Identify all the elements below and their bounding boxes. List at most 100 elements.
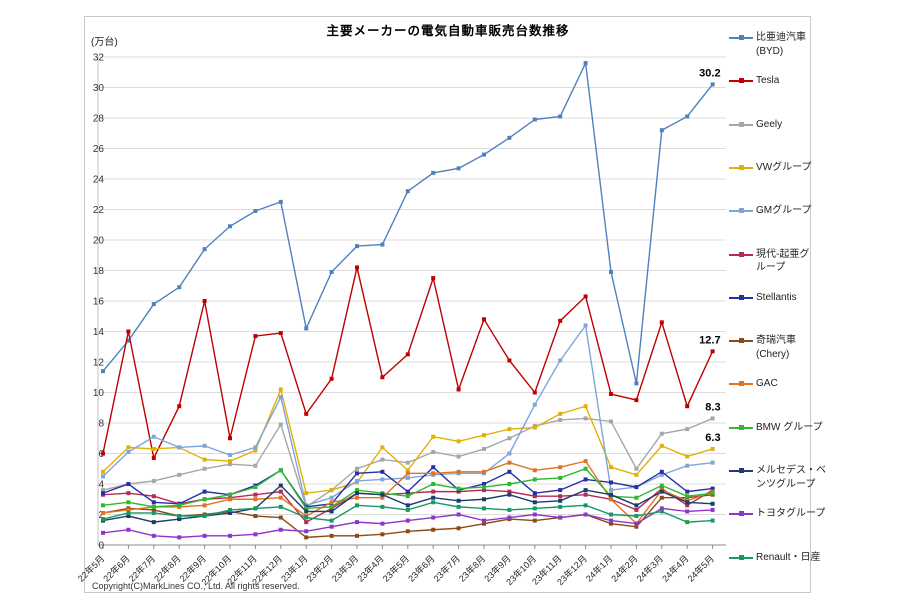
data-point bbox=[634, 507, 639, 512]
data-point bbox=[685, 503, 690, 508]
chart-title: 主要メーカーの電気自動車販売台数推移 bbox=[326, 24, 570, 38]
data-point bbox=[507, 451, 512, 456]
data-point bbox=[431, 500, 436, 505]
data-point bbox=[228, 436, 232, 441]
data-point bbox=[456, 439, 461, 444]
data-point bbox=[405, 507, 410, 512]
data-point bbox=[431, 434, 436, 439]
data-point bbox=[456, 166, 461, 171]
svg-text:18: 18 bbox=[93, 266, 105, 277]
svg-text:24年4月: 24年4月 bbox=[659, 553, 690, 584]
svg-text:32: 32 bbox=[93, 53, 105, 64]
data-point bbox=[278, 387, 283, 392]
data-point bbox=[659, 469, 664, 474]
data-point bbox=[355, 244, 359, 249]
data-point bbox=[405, 529, 410, 534]
data-point bbox=[634, 521, 639, 526]
data-point bbox=[355, 533, 359, 538]
svg-text:14: 14 bbox=[93, 327, 105, 338]
data-point bbox=[532, 512, 537, 517]
data-point bbox=[253, 532, 258, 537]
data-point bbox=[634, 524, 639, 529]
data-point bbox=[558, 494, 563, 499]
svg-text:20: 20 bbox=[93, 236, 105, 247]
svg-text:24: 24 bbox=[93, 175, 105, 186]
data-point bbox=[482, 433, 486, 438]
data-point bbox=[380, 504, 385, 509]
data-point bbox=[126, 491, 131, 496]
data-point bbox=[558, 358, 563, 363]
svg-text:23年5月: 23年5月 bbox=[380, 553, 411, 584]
data-point bbox=[583, 404, 588, 409]
data-point bbox=[151, 507, 156, 512]
data-point bbox=[431, 471, 436, 476]
data-point bbox=[532, 518, 537, 523]
svg-text:22: 22 bbox=[93, 205, 105, 216]
data-point bbox=[405, 518, 410, 523]
series-Geely: 8.3 bbox=[101, 401, 721, 509]
data-point bbox=[151, 533, 156, 538]
data-point bbox=[202, 503, 207, 508]
data-point bbox=[126, 329, 131, 334]
svg-text:23年7月: 23年7月 bbox=[431, 553, 462, 584]
data-point bbox=[583, 512, 588, 517]
data-point bbox=[126, 514, 131, 519]
data-point bbox=[202, 533, 207, 538]
data-point bbox=[482, 506, 486, 511]
data-point bbox=[151, 494, 156, 499]
data-point bbox=[304, 506, 309, 511]
data-point bbox=[532, 117, 537, 122]
data-point bbox=[304, 520, 309, 525]
data-point bbox=[177, 404, 182, 409]
data-point bbox=[329, 376, 334, 381]
data-point bbox=[659, 509, 664, 514]
data-point bbox=[405, 189, 410, 194]
data-point bbox=[126, 500, 131, 505]
data-point bbox=[609, 488, 613, 493]
data-point bbox=[126, 445, 131, 450]
data-point bbox=[558, 488, 563, 493]
data-point bbox=[304, 326, 309, 331]
data-point bbox=[634, 503, 639, 508]
svg-text:24年1月: 24年1月 bbox=[583, 553, 614, 584]
data-point bbox=[482, 485, 486, 490]
data-point bbox=[456, 526, 461, 531]
data-point bbox=[228, 459, 232, 464]
data-point bbox=[253, 445, 258, 450]
data-point bbox=[177, 445, 182, 450]
data-point bbox=[101, 451, 105, 456]
data-point bbox=[710, 507, 715, 512]
data-point bbox=[482, 482, 486, 486]
data-point bbox=[456, 486, 461, 491]
data-point bbox=[355, 488, 359, 493]
data-point bbox=[609, 270, 613, 275]
data-point bbox=[710, 82, 715, 87]
series-比亜迪汽車(BYD): 30.2 bbox=[101, 60, 721, 386]
data-point bbox=[532, 468, 537, 473]
data-point bbox=[583, 323, 588, 328]
data-point bbox=[431, 170, 436, 175]
data-point bbox=[101, 488, 105, 493]
series-end-label: 30.2 bbox=[699, 67, 720, 79]
data-point bbox=[278, 483, 283, 488]
svg-text:10: 10 bbox=[93, 388, 105, 399]
data-point bbox=[659, 506, 664, 511]
data-point bbox=[507, 358, 512, 363]
data-point bbox=[278, 527, 283, 532]
data-point bbox=[228, 510, 232, 515]
data-point bbox=[380, 532, 385, 537]
data-point bbox=[431, 527, 436, 532]
data-point bbox=[685, 494, 690, 499]
data-point bbox=[380, 457, 385, 462]
svg-text:28: 28 bbox=[93, 114, 105, 125]
data-point bbox=[634, 485, 639, 490]
svg-text:23年8月: 23年8月 bbox=[456, 553, 487, 584]
data-point bbox=[431, 489, 436, 494]
data-point bbox=[685, 114, 690, 119]
svg-text:24年2月: 24年2月 bbox=[609, 553, 640, 584]
data-point bbox=[710, 349, 715, 354]
data-point bbox=[304, 509, 309, 514]
data-point bbox=[177, 472, 182, 477]
data-point bbox=[532, 425, 537, 430]
data-point bbox=[634, 472, 639, 477]
